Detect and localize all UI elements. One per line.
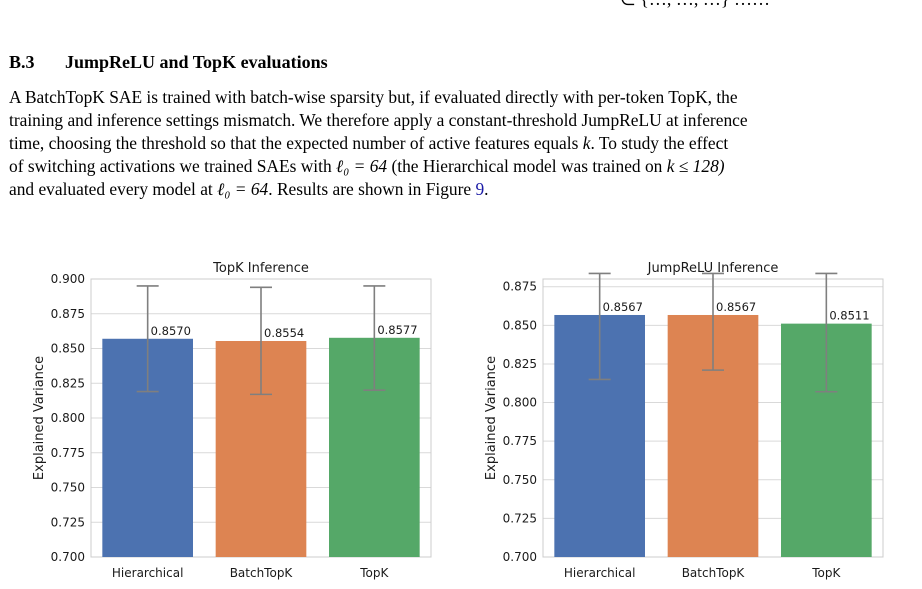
y-tick-label: 0.775: [503, 434, 537, 448]
y-tick-label: 0.875: [51, 307, 85, 321]
x-tick-label: TopK: [811, 566, 841, 580]
line-5-rest: . Results are shown in Figure: [268, 179, 476, 199]
paragraph-line-4: of switching activations we trained SAEs…: [9, 155, 919, 178]
y-tick-label: 0.750: [51, 481, 85, 495]
y-tick-label: 0.725: [503, 511, 537, 525]
x-tick-label: Hierarchical: [112, 566, 184, 580]
y-tick-label: 0.800: [503, 396, 537, 410]
line-3-end: . To study the effect: [590, 133, 729, 153]
value-label: 0.8577: [377, 323, 417, 337]
y-tick-label: 0.800: [51, 411, 85, 425]
y-tick-label: 0.825: [503, 357, 537, 371]
paragraph-line-2: training and inference settings mismatch…: [9, 110, 748, 130]
value-label: 0.8567: [603, 300, 643, 314]
figure-link[interactable]: 9: [475, 179, 485, 199]
x-tick-label: TopK: [359, 566, 389, 580]
line-5-end: .: [484, 179, 489, 199]
x-tick-label: BatchTopK: [230, 566, 294, 580]
line-4-text: of switching activations we trained SAEs…: [9, 156, 332, 176]
y-tick-label: 0.850: [503, 318, 537, 332]
chart-title: JumpReLU Inference: [647, 261, 779, 276]
previous-text-fragment: ∈ {…, …, …} ……: [620, 0, 770, 10]
math-l0-64: ℓ₀ = 64: [336, 156, 388, 176]
topk-inference-chart: 0.700 0.725 0.750 0.775 0.800 0.825 0.850 0.875…: [32, 261, 432, 580]
y-tick-label: 0.875: [503, 280, 537, 294]
y-tick-label: 0.725: [51, 515, 85, 529]
section-number: B.3: [9, 52, 35, 72]
line-4-rest: (the Hierarchical model was trained on: [387, 156, 667, 176]
y-axis-label: Explained Variance: [484, 356, 499, 480]
y-tick-label: 0.775: [51, 446, 85, 460]
math-k-le-128: k ≤ 128): [666, 156, 725, 176]
y-tick-label: 0.700: [503, 550, 537, 564]
math-l0-64-eval: ℓ₀ = 64: [217, 179, 269, 199]
x-tick-label: BatchTopK: [682, 566, 746, 580]
line-5-text: and evaluated every model at: [9, 179, 213, 199]
value-label: 0.8570: [151, 324, 191, 338]
value-label: 0.8554: [264, 326, 304, 340]
value-label: 0.8567: [716, 300, 756, 314]
section-heading: B.3 JumpReLU and TopK evaluations: [9, 52, 328, 73]
x-tick-label: Hierarchical: [564, 566, 636, 580]
body-paragraph: A BatchTopK SAE is trained with batch-wi…: [9, 86, 919, 201]
jumprelu-inference-chart: 0.700 0.725 0.750 0.775 0.800 0.825 0.850 0.875…: [484, 261, 884, 580]
chart-title: TopK Inference: [212, 261, 309, 276]
value-label: 0.8511: [829, 309, 869, 323]
section-title: JumpReLU and TopK evaluations: [65, 52, 328, 72]
paragraph-line-5: and evaluated every model at ℓ₀ = 64. Re…: [9, 178, 919, 201]
math-k: k: [582, 133, 591, 153]
paragraph-line-1: A BatchTopK SAE is trained with batch-wi…: [9, 87, 738, 107]
y-axis-label: Explained Variance: [32, 356, 47, 480]
line-3-text: time, choosing the threshold so that the…: [9, 133, 579, 153]
y-tick-label: 0.825: [51, 376, 85, 390]
y-tick-label: 0.850: [51, 342, 85, 356]
y-tick-label: 0.750: [503, 473, 537, 487]
paragraph-line-3: time, choosing the threshold so that the…: [9, 132, 919, 155]
y-tick-label: 0.700: [51, 550, 85, 564]
y-tick-label: 0.900: [51, 272, 85, 286]
